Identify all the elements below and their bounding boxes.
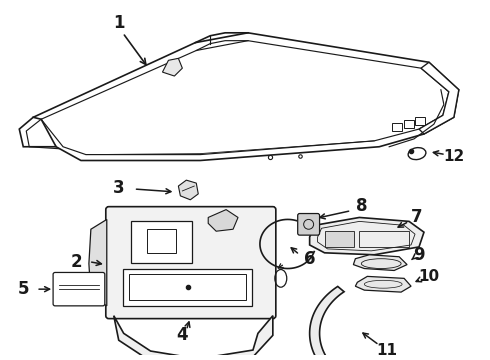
Polygon shape — [310, 287, 344, 360]
Polygon shape — [41, 41, 449, 154]
Text: 1: 1 — [113, 14, 124, 32]
Text: 3: 3 — [113, 179, 124, 197]
Polygon shape — [353, 255, 407, 270]
Polygon shape — [178, 180, 198, 200]
Text: 12: 12 — [443, 149, 465, 164]
Bar — [129, 274, 246, 300]
Bar — [392, 123, 402, 131]
Text: 7: 7 — [411, 208, 423, 226]
Bar — [404, 120, 414, 128]
Bar — [415, 117, 425, 125]
Polygon shape — [114, 316, 273, 360]
FancyBboxPatch shape — [298, 213, 319, 235]
Polygon shape — [355, 276, 411, 292]
Text: 6: 6 — [304, 250, 316, 268]
Polygon shape — [89, 220, 107, 306]
Polygon shape — [163, 58, 182, 76]
Polygon shape — [419, 62, 459, 134]
Polygon shape — [208, 210, 238, 231]
Text: 10: 10 — [418, 269, 440, 284]
Text: 4: 4 — [176, 326, 188, 344]
Text: 2: 2 — [70, 253, 82, 271]
FancyBboxPatch shape — [106, 207, 276, 319]
Bar — [147, 229, 176, 253]
Text: 5: 5 — [18, 280, 29, 298]
Polygon shape — [19, 117, 56, 147]
Bar — [324, 231, 354, 247]
Polygon shape — [33, 33, 459, 161]
Text: 9: 9 — [413, 246, 425, 264]
FancyBboxPatch shape — [53, 273, 105, 306]
Bar — [131, 221, 192, 263]
Text: 8: 8 — [356, 197, 367, 215]
Polygon shape — [310, 217, 424, 255]
Text: 11: 11 — [377, 343, 398, 357]
Bar — [359, 231, 409, 247]
Bar — [122, 269, 252, 306]
